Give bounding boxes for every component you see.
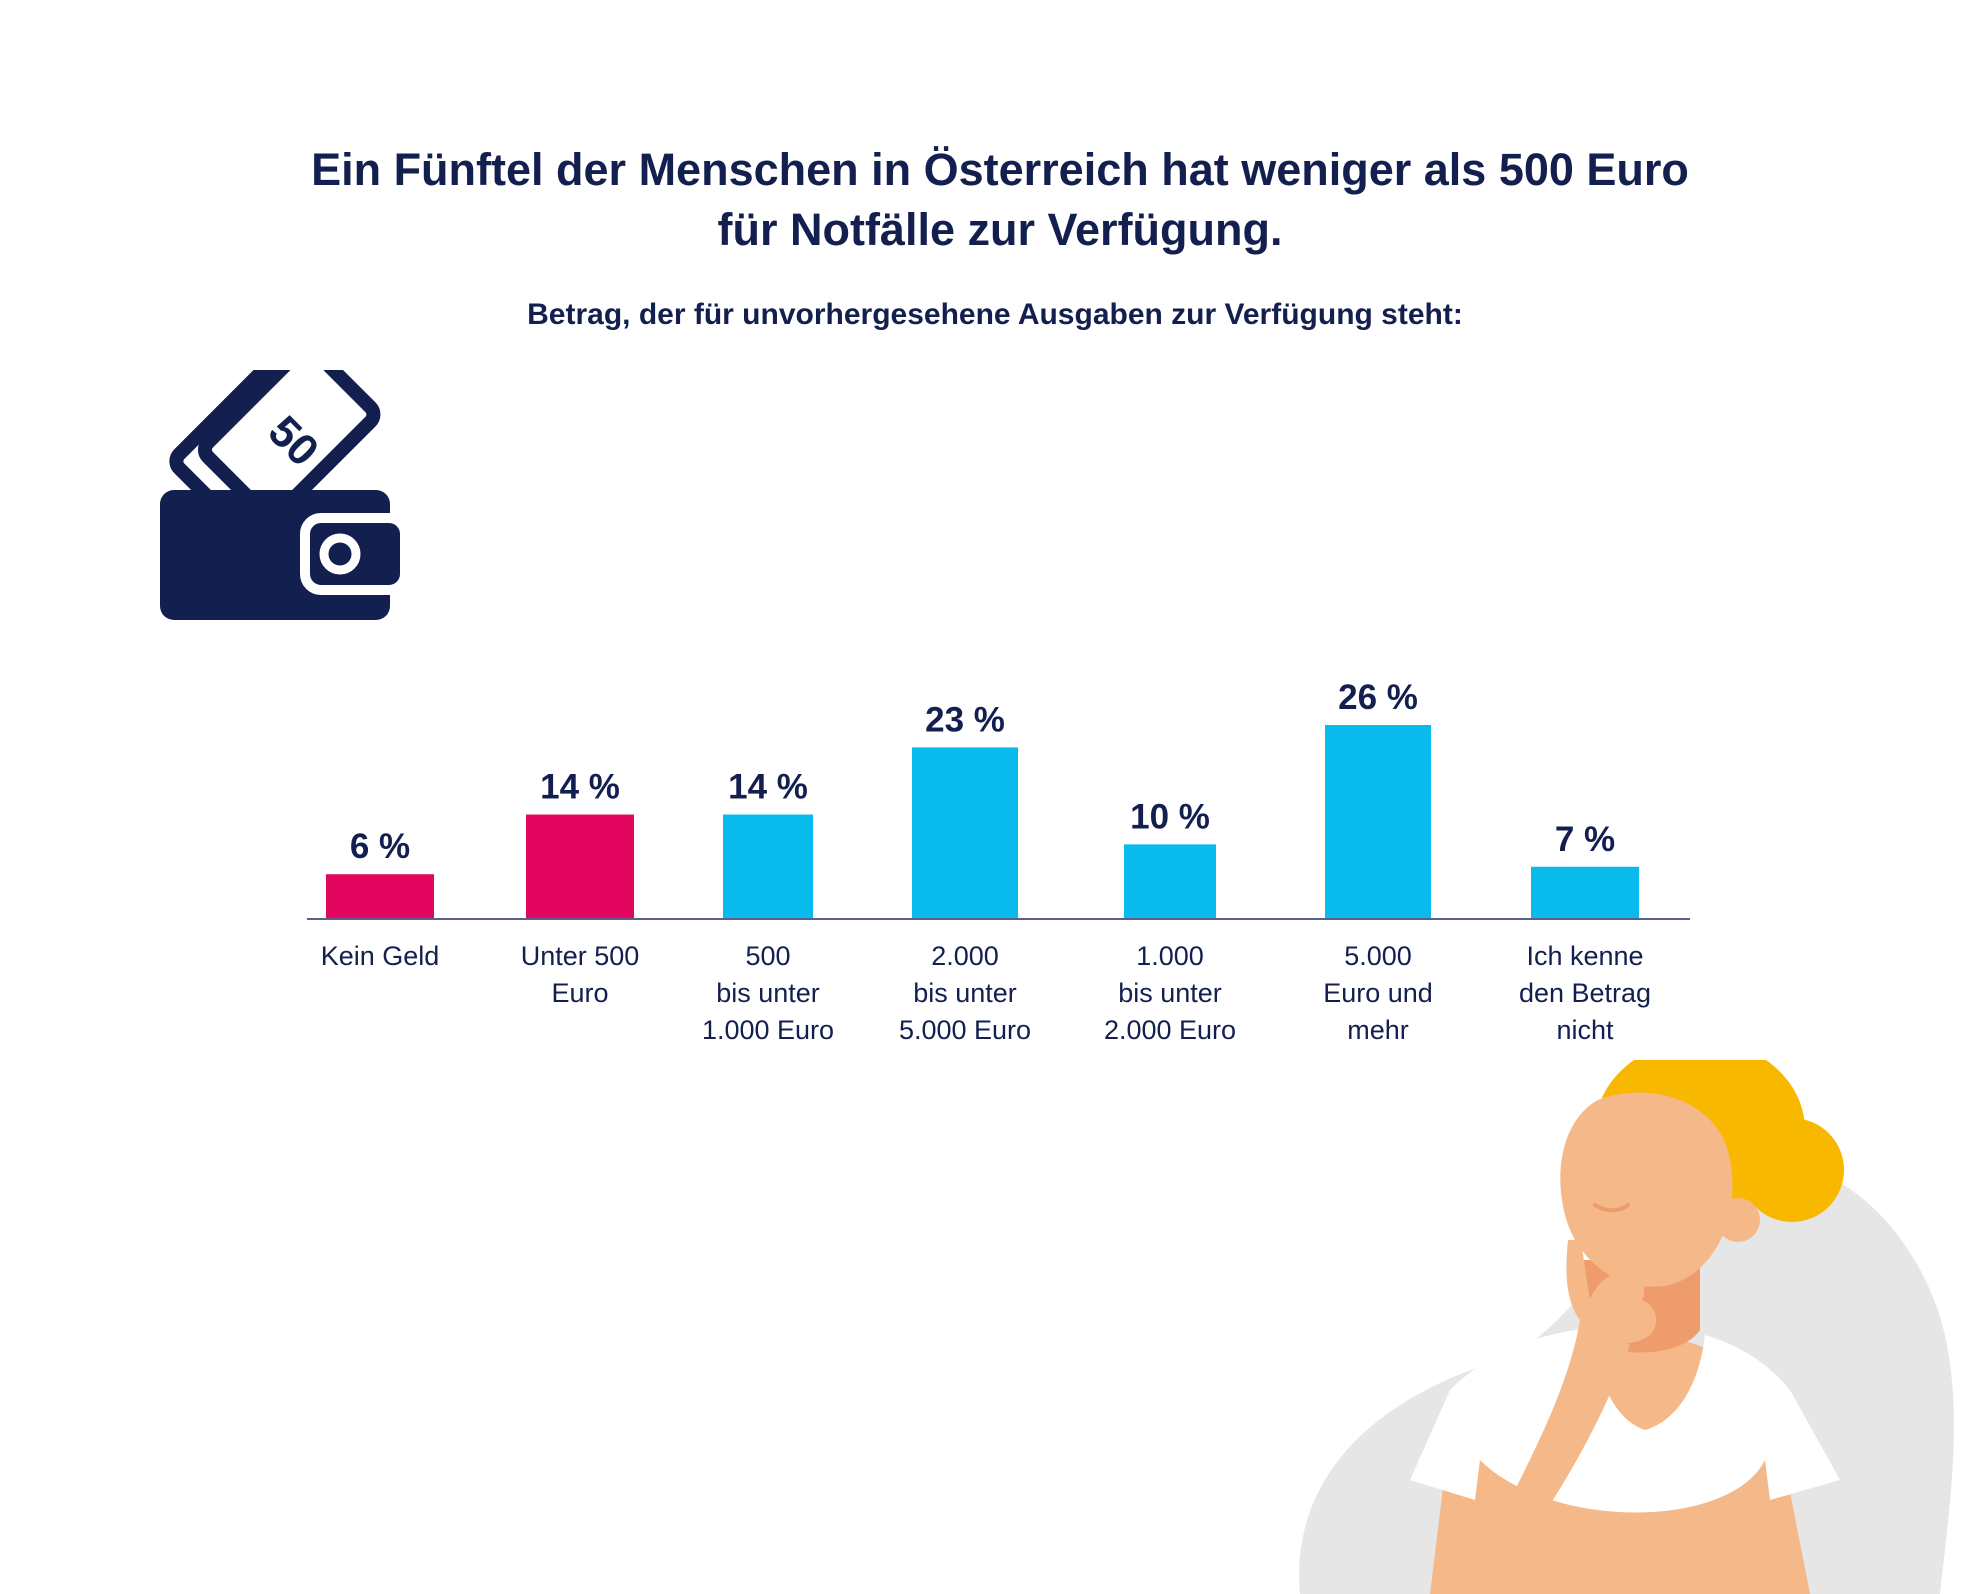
ear xyxy=(1716,1198,1760,1242)
value-label-4: 23 % xyxy=(925,700,1005,739)
bar-2 xyxy=(526,814,634,919)
closed-eye xyxy=(1593,1203,1630,1213)
title-line-2: für Notfälle zur Verfügung. xyxy=(717,204,1283,255)
category-label-2: Unter 500 Euro xyxy=(521,941,640,1008)
category-label-3: 500 bis unter 1.000 Euro xyxy=(702,941,834,1045)
category-label-1: Kein Geld xyxy=(321,941,440,971)
face xyxy=(1560,1092,1733,1287)
wallet-icon: 50 xyxy=(160,370,410,620)
category-label-6: 5.000 Euro und mehr xyxy=(1323,941,1433,1045)
title-line-1: Ein Fünftel der Menschen in Österreich h… xyxy=(311,144,1689,195)
value-label-3: 14 % xyxy=(728,768,808,807)
chart-subtitle: Betrag, der für unvorhergesehene Ausgabe… xyxy=(527,298,1463,331)
forearm xyxy=(1510,1320,1630,1520)
thinking-woman-illustration xyxy=(1299,1060,1954,1594)
value-label-7: 7 % xyxy=(1555,820,1615,859)
category-label-5: 1.000 bis unter 2.000 Euro xyxy=(1104,941,1236,1045)
bar-6 xyxy=(1325,725,1431,919)
shirt xyxy=(1410,1328,1840,1513)
bar-3 xyxy=(723,814,813,919)
bar-4 xyxy=(912,747,1018,919)
bar-1 xyxy=(326,874,434,919)
value-label-1: 6 % xyxy=(350,827,410,866)
value-label-2: 14 % xyxy=(540,768,620,807)
hand xyxy=(1566,1240,1657,1344)
chart-title: Ein Fünftel der Menschen in Österreich h… xyxy=(0,140,1987,260)
category-label-7: Ich kenne den Betrag nicht xyxy=(1519,941,1651,1045)
value-label-5: 10 % xyxy=(1130,797,1210,836)
bar-5 xyxy=(1124,844,1216,919)
bar-chart: 6 % Kein Geld 14 % Unter 500 Euro 14 % 500 bis … xyxy=(307,678,1690,1045)
category-label-4: 2.000 bis unter 5.000 Euro xyxy=(899,941,1031,1045)
value-label-6: 26 % xyxy=(1338,678,1418,717)
bar-7 xyxy=(1531,866,1639,919)
